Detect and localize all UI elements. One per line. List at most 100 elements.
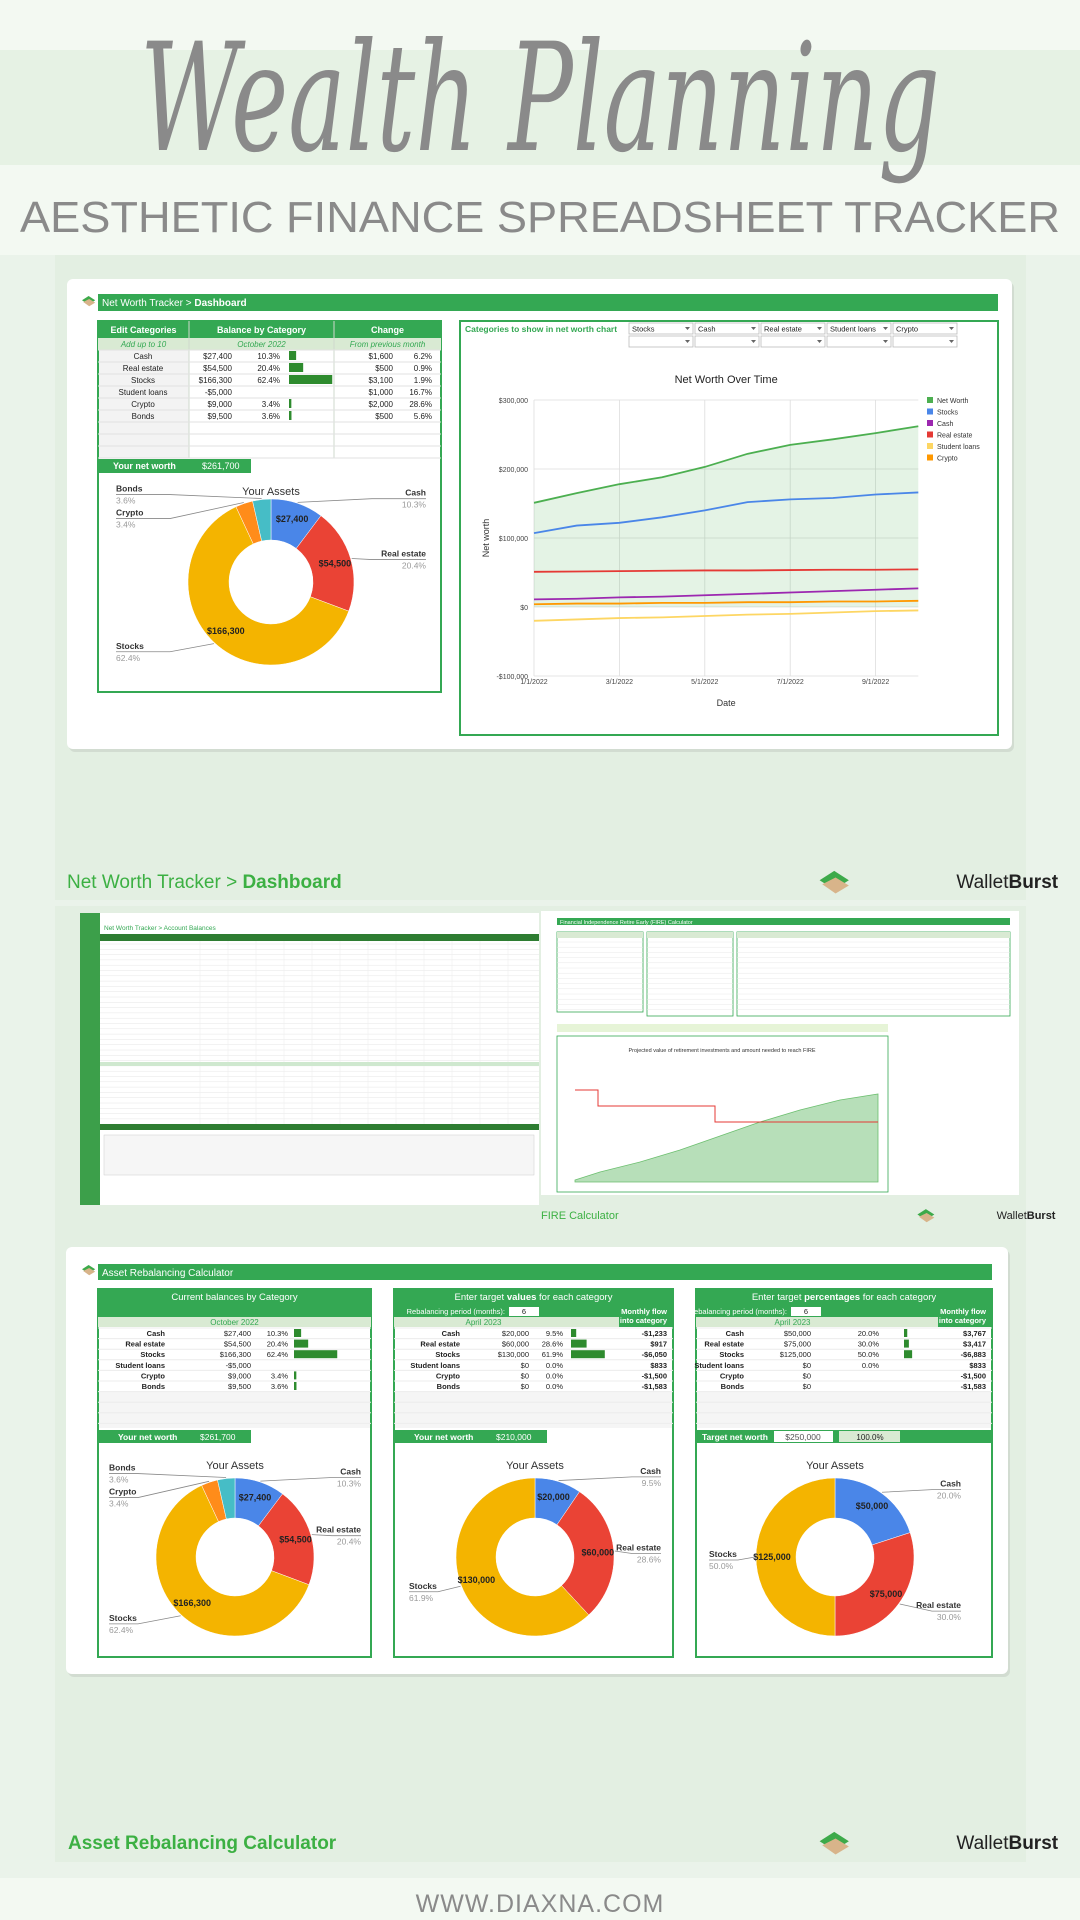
flow-cell: $917 <box>650 1340 667 1349</box>
change-percent-cell: 1.9% <box>414 376 432 385</box>
slice-percent: 62.4% <box>109 1625 134 1635</box>
leader-line <box>899 1603 961 1612</box>
thumb-table-head <box>557 932 643 938</box>
flow-header-label: into category <box>939 1316 987 1325</box>
area <box>534 426 919 607</box>
blank-cells <box>99 1392 370 1428</box>
thumb-band <box>100 1062 539 1066</box>
column-title-part: for each category <box>536 1292 612 1303</box>
value-cell: $0 <box>521 1382 529 1391</box>
slice-label: $75,000 <box>870 1589 903 1599</box>
legend-swatch <box>927 454 933 461</box>
table-header <box>98 321 441 338</box>
net-worth-value: $261,700 <box>202 461 240 471</box>
percent-cell: 0.0% <box>546 1361 563 1370</box>
brand-name-part: Burst <box>1027 1210 1056 1222</box>
slice-category: Cash <box>640 1466 661 1476</box>
x-tick-label: 3/1/2022 <box>606 679 633 686</box>
percent-cell: 0.0% <box>546 1371 563 1380</box>
slice-percent: 62.4% <box>116 653 141 663</box>
donut-slice <box>834 1532 915 1637</box>
brand-name: WalletBurst <box>997 1210 1056 1222</box>
total-label: Your net worth <box>414 1432 473 1442</box>
page-subtitle: AESTHETIC FINANCE SPREADSHEET TRACKER <box>20 193 1060 242</box>
legend-label: Stocks <box>937 410 959 417</box>
total-percent: 100.0% <box>856 1433 883 1442</box>
y-tick-label: $200,000 <box>499 467 528 474</box>
slice-label: $130,000 <box>458 1575 496 1585</box>
slice-label: $54,500 <box>279 1534 312 1544</box>
footer-url: WWW.DIAXNA.COM <box>416 1890 665 1918</box>
dropdown-arrow <box>751 327 756 330</box>
value-bar <box>294 1350 338 1359</box>
slice-category: Crypto <box>116 508 143 518</box>
thumb-total-row <box>100 1124 539 1130</box>
y-tick-label: $100,000 <box>499 536 528 543</box>
dropdown-arrow <box>817 340 822 343</box>
category-cell: Cash <box>726 1329 745 1338</box>
donut-slice <box>217 1477 236 1520</box>
thumb-table <box>646 931 734 1017</box>
value-cell: $60,000 <box>502 1340 529 1349</box>
donut-title: Your Assets <box>806 1460 864 1472</box>
donut-slice <box>455 1477 590 1637</box>
net-worth-bar <box>98 459 251 473</box>
dropdown <box>694 322 760 335</box>
column-title-part: Enter target <box>752 1292 804 1303</box>
value-cell: $0 <box>803 1382 811 1391</box>
chart-frame <box>459 320 999 736</box>
total-label: Your net worth <box>118 1432 177 1442</box>
value-cell: $50,000 <box>784 1329 811 1338</box>
thumb-banner <box>557 1024 888 1032</box>
value-cell: $75,000 <box>784 1340 811 1349</box>
slice-percent: 20.4% <box>337 1537 362 1547</box>
thumb-subtable <box>103 1134 535 1176</box>
slice-percent: 30.0% <box>937 1612 962 1622</box>
percent-cell: 3.6% <box>271 1382 288 1391</box>
net-worth-label: Your net worth <box>113 461 176 471</box>
flow-header-label: into category <box>620 1316 668 1325</box>
dropdown-arrow <box>751 340 756 343</box>
header-bar <box>98 1264 992 1280</box>
slice-category: Cash <box>405 488 426 498</box>
period-value: 6 <box>522 1307 526 1316</box>
value-cell: $0 <box>803 1371 811 1380</box>
dropdown <box>760 322 826 335</box>
category-cell: Cash <box>147 1329 166 1338</box>
balance-bar <box>289 351 297 360</box>
slice-category: Stocks <box>709 1549 737 1559</box>
leader-line <box>709 1556 756 1561</box>
page-title: Wealth Planning <box>140 12 940 186</box>
slice-percent: 20.4% <box>402 561 427 571</box>
leader-line <box>116 494 262 499</box>
donut-slice <box>187 506 350 666</box>
flow-cell: $3,767 <box>963 1329 986 1338</box>
slice-percent: 3.6% <box>109 1475 129 1485</box>
thumb-title: Net Worth Tracker > Account Balances <box>104 925 216 932</box>
leader-line <box>409 1585 461 1593</box>
flow-cell: $833 <box>969 1361 986 1370</box>
leader-line <box>614 1550 661 1554</box>
change-cell: $1,600 <box>369 352 394 361</box>
slice-percent: 28.6% <box>637 1554 662 1564</box>
column-header <box>98 1289 371 1317</box>
slice-category: Cash <box>340 1466 361 1476</box>
dropdown <box>628 335 694 348</box>
thumb-table <box>556 931 644 1013</box>
slice-label: $27,400 <box>276 514 309 524</box>
change-percent-cell: 5.6% <box>414 412 432 421</box>
flow-cell: -$6,050 <box>642 1350 667 1359</box>
slice-label: $166,300 <box>207 626 245 636</box>
leader-line <box>109 1473 227 1478</box>
value-bar <box>294 1339 309 1348</box>
value-cell: $0 <box>803 1361 811 1370</box>
y-axis-label: Net worth <box>481 519 491 558</box>
legend-swatch <box>927 443 933 449</box>
category-cell: Real estate <box>420 1340 460 1349</box>
value-bar <box>571 1329 577 1337</box>
slice-category: Real estate <box>616 1542 661 1552</box>
slice-label: $50,000 <box>856 1501 889 1511</box>
slice-category: Bonds <box>109 1463 136 1473</box>
period-label: Rebalancing period (months): <box>407 1307 505 1316</box>
value-cell: $0 <box>521 1371 529 1380</box>
